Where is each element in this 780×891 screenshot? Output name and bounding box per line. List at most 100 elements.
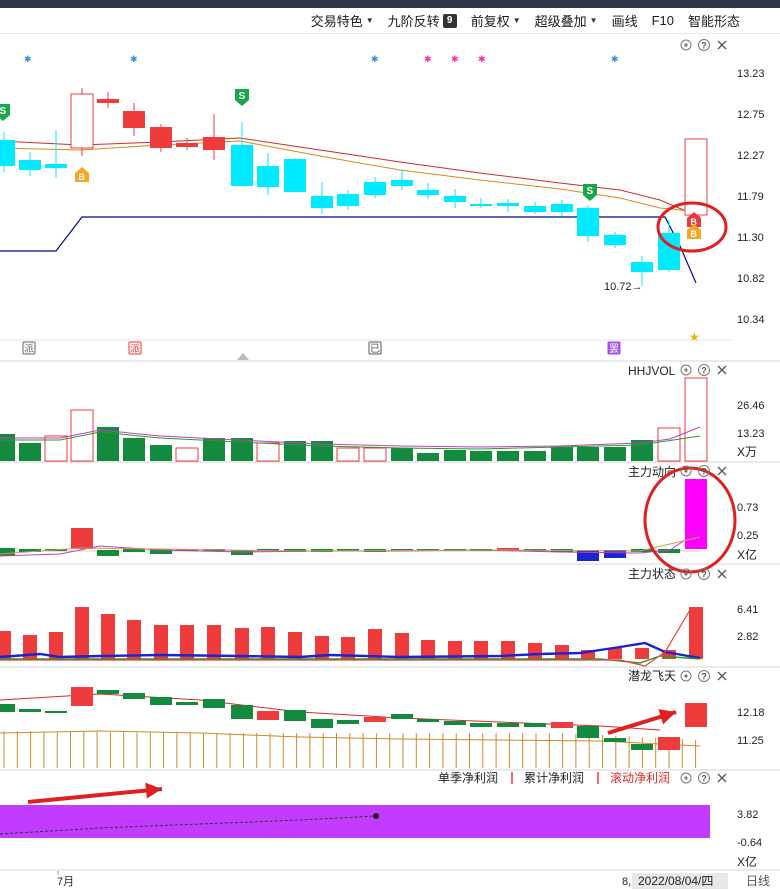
- settings-icon[interactable]: [680, 39, 692, 51]
- volume-bar: [363, 447, 387, 462]
- vol-y-tick: 13.23: [737, 428, 765, 440]
- candle-body: [337, 194, 359, 206]
- vol-y-tick: 26.46: [737, 400, 765, 412]
- toolbar-nine-reversal[interactable]: 九阶反转 9: [388, 11, 457, 30]
- toolbar-draw-line[interactable]: 画线: [612, 11, 638, 30]
- close-icon[interactable]: [717, 365, 727, 375]
- help-icon[interactable]: [698, 772, 710, 784]
- event-tag[interactable]: [128, 341, 142, 355]
- profit-band: [0, 805, 710, 838]
- dragon-candle: [284, 710, 306, 721]
- state-bar: [49, 632, 63, 659]
- close-icon[interactable]: [717, 569, 727, 579]
- stock-chart[interactable]: ✱ ✱ ✱ ✱ ✱ ✱ ✱SSSBBB10.72→派派已罢★ HHJVOL 主力动向 主力状…: [0, 34, 780, 891]
- help-icon[interactable]: [698, 39, 710, 51]
- star-icon: ✱: [130, 54, 138, 64]
- annotation-circle: [656, 201, 728, 253]
- flow-bar: [658, 549, 680, 553]
- chevron-down-icon: ▼: [365, 16, 374, 25]
- dragon-y-tick: 11.25: [737, 735, 764, 747]
- state-bar: [261, 627, 275, 659]
- nine-badge: 9: [442, 13, 457, 28]
- close-icon[interactable]: [717, 671, 727, 681]
- toolbar-trade-features[interactable]: 交易特色 ▼: [311, 11, 374, 30]
- profit-point: [373, 813, 379, 819]
- toolbar-label: 智能形态: [687, 14, 740, 29]
- candle-body: [176, 143, 198, 147]
- dragon-candle: [391, 714, 413, 719]
- toolbar-label: 九阶反转: [387, 14, 440, 29]
- toolbar-forward-adjust[interactable]: 前复权 ▼: [471, 11, 521, 30]
- volume-bar: [524, 451, 546, 461]
- help-icon[interactable]: [698, 465, 710, 477]
- signal-s-icon: [235, 89, 249, 106]
- settings-icon-dot: [684, 43, 688, 47]
- help-icon[interactable]: [698, 670, 710, 682]
- x-date-prefix: 8,: [622, 876, 631, 888]
- close-icon[interactable]: [717, 40, 727, 50]
- toolbar-super-overlay[interactable]: 超级叠加 ▼: [535, 11, 598, 30]
- settings-icon[interactable]: [680, 465, 692, 477]
- state-bar: [127, 620, 141, 659]
- dragon-candle: [364, 717, 386, 722]
- help-icon[interactable]: [698, 568, 710, 580]
- dragon-red-line: [0, 693, 661, 731]
- signal-b-icon: [687, 224, 701, 239]
- toolbar-smart-pattern[interactable]: 智能形态: [688, 11, 740, 30]
- toolbar-f10[interactable]: F10: [652, 13, 674, 28]
- state-bar: [315, 636, 329, 659]
- candle-body: [577, 208, 599, 236]
- candle-body: [497, 203, 519, 206]
- flow-bar: [231, 550, 253, 555]
- period-label: 日线: [746, 874, 770, 888]
- volume-bar: [497, 451, 519, 461]
- candle-body: [604, 235, 626, 245]
- candle-body: [70, 93, 94, 149]
- main-y-tick: 13.23: [737, 68, 765, 80]
- dragon-candle: [658, 737, 680, 750]
- close-icon[interactable]: [717, 773, 727, 783]
- state-bar: [368, 629, 382, 659]
- help-icon-glyph: ?: [701, 570, 707, 580]
- volume-bar: [123, 438, 145, 461]
- dragon-candle: [97, 690, 119, 694]
- event-tag-label: 罢: [609, 343, 619, 355]
- flow-bar: [123, 549, 145, 552]
- close-icon[interactable]: [717, 466, 727, 476]
- settings-icon[interactable]: [680, 364, 692, 376]
- event-tag[interactable]: [607, 341, 621, 355]
- flow-bar: [19, 549, 41, 552]
- volume-bar: [470, 451, 492, 461]
- settings-icon[interactable]: [680, 568, 692, 580]
- volume-bar: [417, 453, 439, 461]
- volume-bar: [391, 448, 413, 461]
- chevron-down-icon: ▼: [512, 16, 521, 25]
- settings-icon[interactable]: [680, 670, 692, 682]
- dragon-title: 潜龙飞天: [628, 669, 676, 683]
- volume-bar: [336, 447, 360, 462]
- candle-body: [444, 196, 466, 202]
- candle-body: [417, 190, 439, 195]
- dragon-candle: [524, 723, 546, 727]
- main-y-tick: 10.82: [737, 273, 765, 285]
- flow-title: 主力动向: [628, 464, 676, 479]
- fund-state-panel: 主力状态: [0, 567, 703, 667]
- volume-bar: [684, 377, 708, 462]
- state-bar: [448, 641, 462, 659]
- signal-b-glyph: B: [690, 229, 697, 239]
- dragon-candle: [337, 720, 359, 724]
- state-bar: [474, 641, 488, 659]
- event-tag-label: 派: [130, 343, 140, 355]
- event-tag[interactable]: [22, 341, 36, 355]
- flow-y-tick: 0.25: [737, 530, 758, 542]
- event-tag[interactable]: [368, 341, 382, 355]
- star-icon: ✱: [24, 54, 32, 64]
- toolbar-label: 超级叠加: [534, 14, 587, 29]
- state-bar: [662, 650, 676, 659]
- help-icon[interactable]: [698, 364, 710, 376]
- candle-body: [257, 166, 279, 187]
- profit-dotted-line: [0, 815, 377, 835]
- flow-line-2: [0, 536, 701, 555]
- dragon-candle: [71, 687, 93, 706]
- settings-icon[interactable]: [680, 772, 692, 784]
